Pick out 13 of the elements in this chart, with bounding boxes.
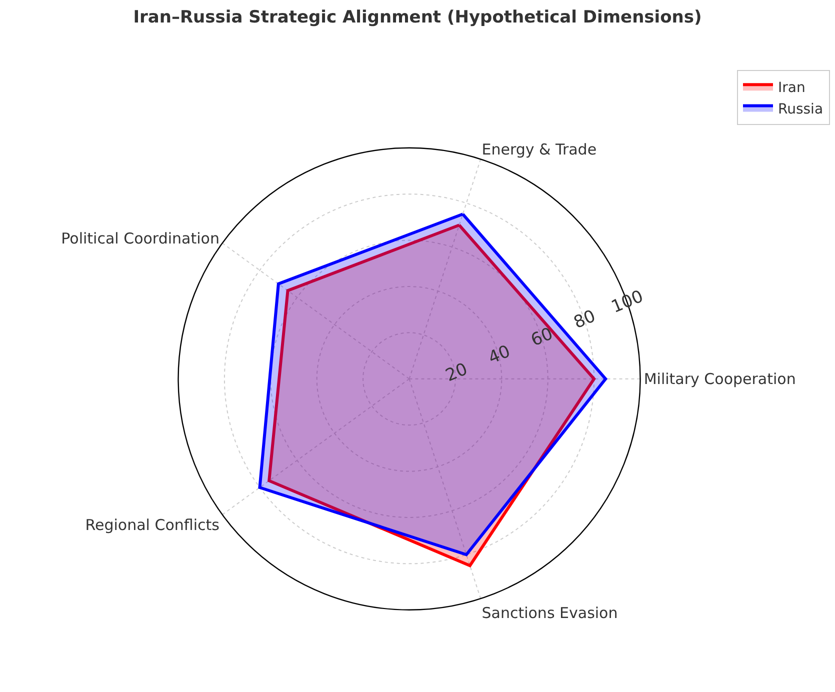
y-tick-label: 80 <box>570 306 599 334</box>
y-tick-label: 100 <box>608 286 646 318</box>
legend-label: Iran <box>778 80 806 96</box>
spoke-label: Sanctions Evasion <box>482 604 618 622</box>
y-tick-label: 20 <box>442 359 471 386</box>
chart-title: Iran–Russia Strategic Alignment (Hypothetical Dimensions) <box>133 7 702 28</box>
spoke-label: Regional Conflicts <box>85 516 220 534</box>
legend-label: Russia <box>778 101 824 118</box>
spoke-label: Military Cooperation <box>644 370 796 388</box>
spoke-label: Energy & Trade <box>482 140 597 159</box>
y-tick-label: 60 <box>528 324 556 351</box>
spoke-label: Political Coordination <box>61 229 220 248</box>
y-tick-label: 40 <box>486 342 514 368</box>
